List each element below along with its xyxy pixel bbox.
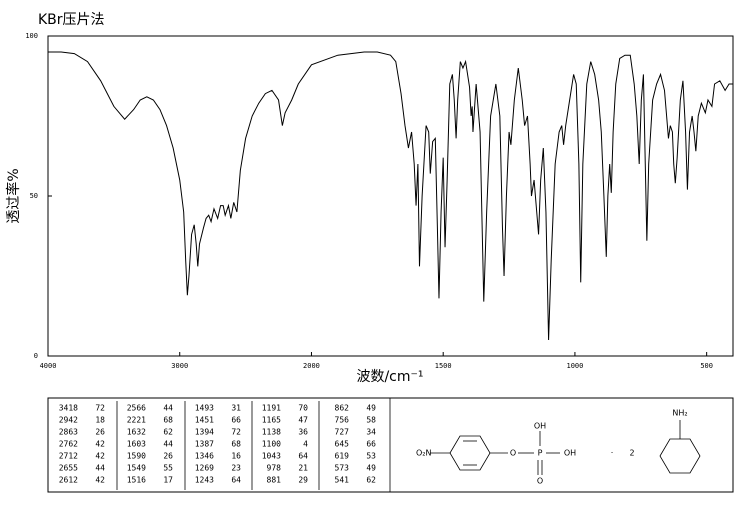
peak-wavenumber: 1138 [262,428,281,437]
y-tick-label: 0 [34,352,38,360]
chart-title: KBr压片法 [38,12,105,28]
structure-label: OH [534,422,546,431]
peak-transmittance: 68 [231,440,241,449]
structure-label: OH [564,449,576,458]
peak-transmittance: 29 [298,476,308,485]
peak-wavenumber: 1100 [262,440,281,449]
x-tick-label: 2000 [303,362,320,370]
peak-wavenumber: 1191 [262,404,281,413]
peak-transmittance: 26 [163,452,173,461]
peak-transmittance: 66 [366,440,376,449]
x-tick-label: 1000 [566,362,583,370]
peak-transmittance: 44 [163,404,173,413]
peak-wavenumber: 1632 [127,428,146,437]
peak-wavenumber: 619 [335,452,350,461]
peak-transmittance: 64 [298,452,308,461]
peak-wavenumber: 573 [335,464,350,473]
peak-transmittance: 66 [231,416,241,425]
peak-wavenumber: 2655 [59,464,78,473]
peak-wavenumber: 2221 [127,416,146,425]
peak-wavenumber: 1603 [127,440,146,449]
peak-transmittance: 17 [163,476,173,485]
x-tick-label: 4000 [40,362,57,370]
peak-transmittance: 53 [366,452,376,461]
y-tick-label: 100 [25,32,38,40]
peak-wavenumber: 756 [335,416,350,425]
structure-label: O [537,477,543,486]
x-tick-label: 1500 [435,362,452,370]
peak-wavenumber: 2762 [59,440,78,449]
peak-transmittance: 64 [231,476,241,485]
peak-wavenumber: 2566 [127,404,146,413]
peak-wavenumber: 1043 [262,452,281,461]
peak-wavenumber: 862 [335,404,350,413]
peak-transmittance: 21 [298,464,308,473]
peak-wavenumber: 1590 [127,452,146,461]
peak-wavenumber: 881 [267,476,282,485]
peak-transmittance: 70 [298,404,308,413]
spectrum-line [48,51,733,341]
peak-wavenumber: 3418 [59,404,78,413]
peak-transmittance: 4 [303,440,308,449]
peak-transmittance: 42 [95,440,105,449]
structure-label: NH₂ [672,409,687,418]
peak-transmittance: 44 [95,464,105,473]
peak-wavenumber: 1387 [195,440,214,449]
peak-transmittance: 44 [163,440,173,449]
structure-label: 2 [629,449,634,458]
x-tick-label: 3000 [171,362,188,370]
peak-transmittance: 18 [95,416,105,425]
peak-transmittance: 31 [231,404,241,413]
peak-wavenumber: 727 [335,428,350,437]
peak-transmittance: 55 [163,464,173,473]
peak-wavenumber: 978 [267,464,282,473]
structure-label: P [538,449,543,458]
peak-wavenumber: 2712 [59,452,78,461]
peak-wavenumber: 2863 [59,428,78,437]
peak-wavenumber: 2942 [59,416,78,425]
peak-transmittance: 36 [298,428,308,437]
x-axis-label: 波数/cm⁻¹ [356,369,423,385]
peak-transmittance: 72 [95,404,105,413]
y-axis-label: 透过率% [5,168,22,223]
peak-transmittance: 23 [231,464,241,473]
structure-bonds [430,420,701,475]
peak-transmittance: 42 [95,452,105,461]
peak-wavenumber: 1493 [195,404,214,413]
structure-label: O₂N [416,449,432,458]
peak-wavenumber: 645 [335,440,350,449]
peak-wavenumber: 1394 [195,428,214,437]
peak-transmittance: 62 [366,476,376,485]
peak-transmittance: 42 [95,476,105,485]
peak-wavenumber: 1165 [262,416,281,425]
y-tick-label: 50 [30,192,38,200]
peak-transmittance: 26 [95,428,105,437]
peak-transmittance: 47 [298,416,308,425]
peak-transmittance: 72 [231,428,241,437]
peak-transmittance: 62 [163,428,173,437]
peak-transmittance: 49 [366,464,376,473]
structure-label: · [611,449,614,458]
peak-wavenumber: 1346 [195,452,214,461]
peak-transmittance: 58 [366,416,376,425]
peak-transmittance: 16 [231,452,241,461]
peak-transmittance: 49 [366,404,376,413]
plot-frame [47,35,734,357]
table-frame [47,397,734,493]
peak-wavenumber: 1451 [195,416,214,425]
structure-label: O [510,449,516,458]
peak-transmittance: 68 [163,416,173,425]
peak-wavenumber: 1516 [127,476,146,485]
peak-transmittance: 34 [366,428,376,437]
x-tick-label: 500 [700,362,713,370]
peak-wavenumber: 2612 [59,476,78,485]
peak-wavenumber: 541 [335,476,350,485]
table-dividers [116,398,391,492]
peak-wavenumber: 1269 [195,464,214,473]
peak-wavenumber: 1243 [195,476,214,485]
peak-wavenumber: 1549 [127,464,146,473]
